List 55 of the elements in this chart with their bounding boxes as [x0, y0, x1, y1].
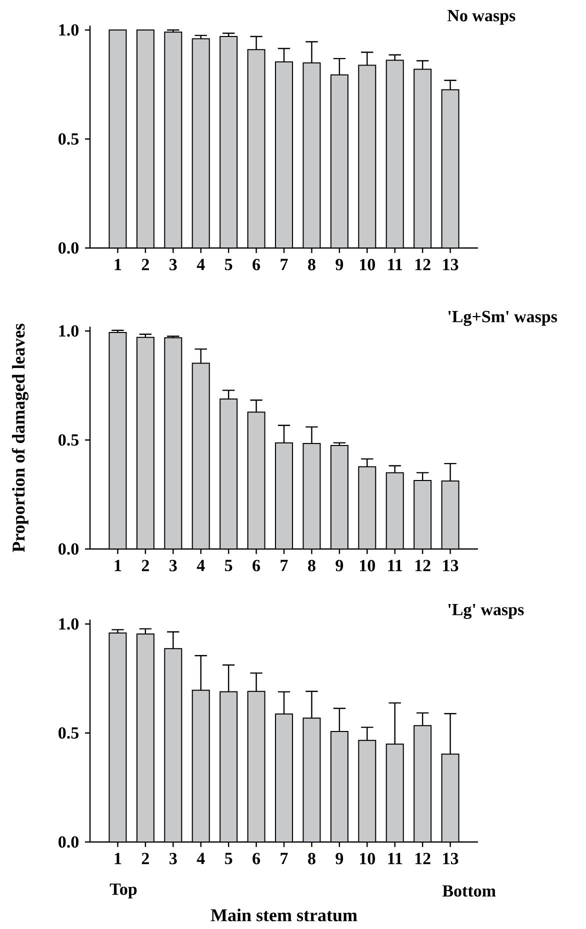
chart-title: 'Lg+Sm' wasps — [448, 310, 558, 326]
text: Top — [110, 884, 137, 898]
x-tick-label: 9 — [336, 258, 344, 270]
x-tick-label: 1 — [114, 258, 122, 270]
y-tick-label: 0.5 — [58, 434, 79, 446]
y-tick-label: 0.5 — [58, 727, 79, 739]
x-tick-label: 9 — [336, 560, 344, 572]
x-tick-label: 12 — [415, 852, 430, 864]
x-tick-label: 6 — [252, 852, 260, 864]
y-tick-label: 0.0 — [58, 543, 78, 555]
x-tick-label: 8 — [308, 852, 316, 864]
x-tick-label: 1 — [114, 560, 122, 572]
x-tick-label: 3 — [170, 258, 177, 270]
x-tick-label: 13 — [443, 258, 458, 270]
y-axis-title: Proportion of damaged leaves — [12, 324, 28, 552]
x-tick-label: 2 — [142, 560, 149, 572]
x-tick-label: 8 — [308, 258, 316, 270]
y-tick-label: 0.0 — [58, 836, 78, 848]
x-tick-label: 2 — [142, 852, 149, 864]
x-tick-label: 5 — [225, 258, 232, 270]
x-tick-label: 10 — [360, 852, 376, 864]
chart-title: No wasps — [447, 10, 516, 25]
x-tick-label: 2 — [142, 258, 149, 270]
y-tick-label: 0.5 — [58, 133, 79, 145]
text: Bottom — [442, 885, 496, 897]
x-tick-label: 4 — [196, 258, 205, 270]
x-tick-label: 5 — [225, 560, 232, 572]
chart-title: 'Lg' wasps — [448, 604, 524, 619]
x-tick-label: 12 — [415, 258, 430, 270]
x-tick-label: 6 — [252, 560, 260, 572]
x-tick-label: 12 — [415, 560, 430, 572]
y-tick-label: 1.0 — [59, 618, 78, 630]
x-tick-label: 13 — [443, 560, 458, 572]
x-tick-label: 11 — [388, 258, 402, 270]
x-axis-title: Main stem stratum — [210, 908, 358, 922]
x-tick-label: 7 — [280, 258, 288, 270]
x-tick-label: 6 — [252, 258, 260, 270]
x-tick-label: 13 — [443, 852, 458, 864]
x-tick-label: 11 — [388, 852, 402, 864]
x-tick-label: 3 — [170, 852, 177, 864]
y-tick-label: 1.0 — [59, 24, 78, 36]
x-tick-label: 3 — [170, 560, 177, 572]
x-tick-label: 4 — [196, 560, 205, 572]
x-tick-label: 10 — [360, 560, 376, 572]
x-tick-label: 7 — [280, 560, 288, 571]
x-tick-label: 10 — [360, 258, 376, 270]
x-tick-label: 9 — [336, 852, 344, 864]
x-tick-label: 1 — [114, 852, 122, 864]
x-tick-label: 5 — [225, 852, 232, 864]
x-tick-label: 8 — [308, 560, 316, 572]
x-tick-label: 11 — [388, 560, 402, 572]
x-tick-label: 4 — [196, 852, 205, 864]
y-tick-label: 0.0 — [58, 242, 78, 254]
y-tick-label: 1.0 — [59, 325, 78, 337]
x-tick-label: 7 — [280, 852, 288, 864]
